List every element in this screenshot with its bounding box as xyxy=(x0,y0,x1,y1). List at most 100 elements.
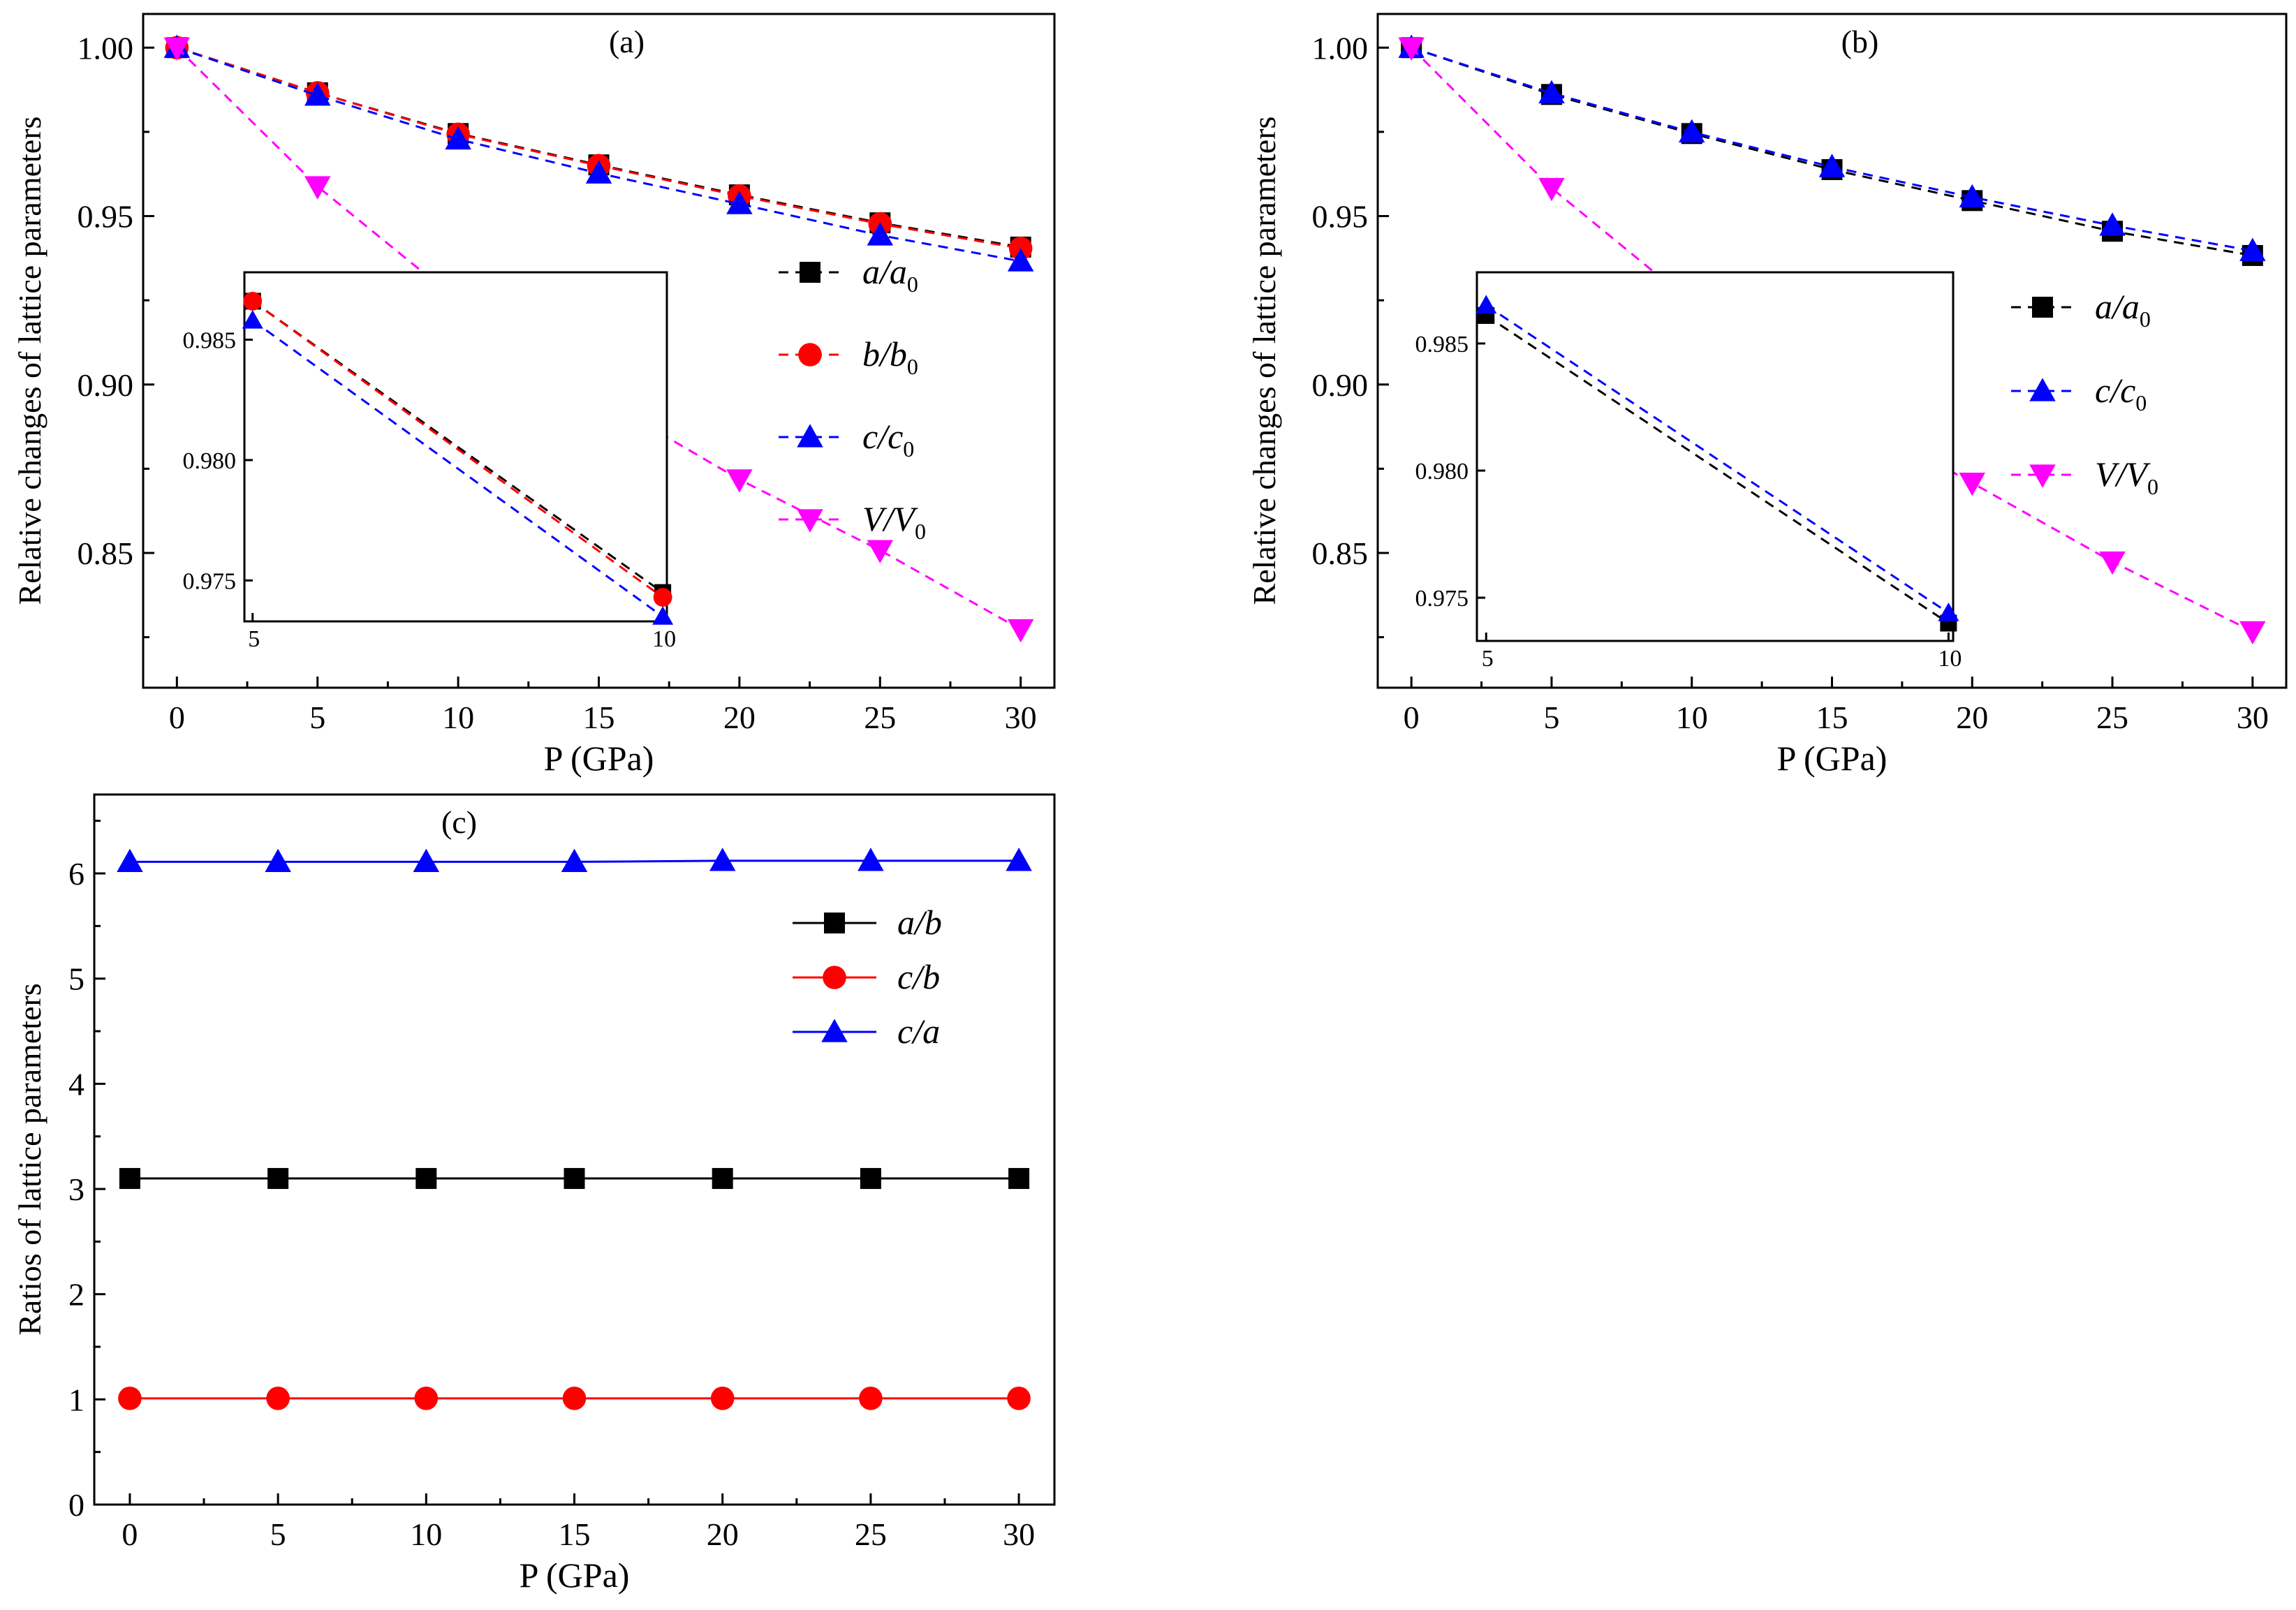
legend-marker xyxy=(798,343,822,367)
legend-marker xyxy=(797,509,823,533)
data-point-c-c0 xyxy=(726,191,753,214)
x-tick-label: 5 xyxy=(1543,700,1559,735)
data-point-V-V0 xyxy=(867,540,894,563)
legend-label: a/a0 xyxy=(862,252,918,297)
inset-series-line-c-c0 xyxy=(251,319,664,618)
data-point-c-b xyxy=(414,1387,439,1410)
y-axis-label: Ratios of lattice parameters xyxy=(12,983,47,1336)
data-point-c-c0 xyxy=(2099,212,2126,236)
x-tick-label: 10 xyxy=(442,700,474,735)
x-tick-label: 0 xyxy=(169,700,185,735)
y-tick-label: 0 xyxy=(68,1487,84,1523)
data-point-c-c0 xyxy=(1007,248,1034,272)
y-tick-label: 5 xyxy=(68,961,84,997)
inset-data-point-c-c0 xyxy=(1938,602,1959,621)
data-point-c-c0 xyxy=(1959,184,1986,208)
data-point-c-c0 xyxy=(1818,154,1846,177)
inset-x-tick-label: 10 xyxy=(1938,646,1962,672)
legend-label-text: c/c xyxy=(2095,371,2135,410)
x-axis-label: P (GPa) xyxy=(1777,739,1887,778)
inset-chart: 5 10 0.975 0.980 0.985 xyxy=(1415,271,1962,672)
y-tick-label: 1.00 xyxy=(1312,30,1369,66)
series-line-a-a0 xyxy=(1411,46,2253,257)
legend: a/a0c/c0V/V0 xyxy=(2011,287,2158,499)
y-tick-label: 0.85 xyxy=(78,536,134,571)
legend-marker xyxy=(2029,464,2056,488)
data-point-c-c0 xyxy=(304,82,331,106)
data-point-a-b xyxy=(860,1167,881,1189)
data-point-c-c0 xyxy=(585,160,612,184)
legend-label-subscript: 0 xyxy=(2140,307,2151,332)
legend-label-subscript: 0 xyxy=(907,354,918,379)
panel-label: (a) xyxy=(609,24,645,59)
data-point-c-b xyxy=(266,1387,290,1410)
legend-label: V/V0 xyxy=(2095,455,2158,499)
inset-y-tick-label: 0.980 xyxy=(183,448,237,474)
data-point-c-b xyxy=(859,1387,883,1410)
y-tick-label: 1.00 xyxy=(78,30,134,66)
legend-marker xyxy=(2032,297,2053,318)
data-point-V-V0 xyxy=(1007,619,1034,643)
legend-label-subscript: 0 xyxy=(907,272,918,297)
data-point-V-V0 xyxy=(726,469,753,493)
data-point-a-b xyxy=(564,1167,585,1189)
legend-marker xyxy=(797,424,823,448)
series-line-a-a0 xyxy=(176,46,1021,249)
x-tick-label: 15 xyxy=(559,1516,591,1552)
x-tick-label: 0 xyxy=(1404,700,1420,735)
legend-marker xyxy=(821,1019,848,1042)
x-tick-label: 0 xyxy=(122,1516,138,1552)
x-axis-label: P (GPa) xyxy=(544,739,654,778)
y-tick-label: 0.90 xyxy=(1312,367,1369,403)
legend-marker xyxy=(824,913,845,933)
legend-label-text: c/a xyxy=(897,1012,940,1051)
inset-data-point-b-b0 xyxy=(243,291,263,311)
data-point-a-b xyxy=(712,1167,733,1189)
legend-label: c/c0 xyxy=(862,417,914,461)
y-axis-label: Relative changes of lattice parameters xyxy=(12,117,47,605)
inset-series-line-a-a0 xyxy=(1485,314,1950,624)
data-point-c-a xyxy=(1006,848,1032,871)
data-point-c-a xyxy=(561,848,588,873)
legend-marker xyxy=(823,966,846,989)
x-tick-label: 30 xyxy=(1003,1516,1035,1552)
inset-data-point-b-b0 xyxy=(653,588,672,607)
inset-y-tick-label: 0.985 xyxy=(183,328,237,354)
y-tick-label: 4 xyxy=(68,1066,84,1102)
legend-label-text: a/a xyxy=(2095,287,2140,326)
data-point-V-V0 xyxy=(1959,473,1986,496)
data-point-V-V0 xyxy=(2239,621,2266,645)
data-point-c-c0 xyxy=(1678,119,1705,142)
data-point-a-b xyxy=(1008,1167,1030,1189)
x-tick-label: 15 xyxy=(583,700,615,735)
y-tick-label: 6 xyxy=(68,856,84,892)
inset-frame xyxy=(243,271,668,623)
legend-label: c/b xyxy=(897,957,940,996)
data-point-c-a xyxy=(413,848,440,873)
legend-label-text: a/b xyxy=(897,903,942,942)
x-tick-label: 20 xyxy=(707,1516,739,1552)
legend-label: a/b xyxy=(897,903,942,942)
inset-x-tick-label: 5 xyxy=(248,626,260,652)
data-point-c-b xyxy=(118,1387,142,1410)
legend-label: V/V0 xyxy=(862,499,926,544)
x-tick-label: 10 xyxy=(1676,700,1708,735)
data-point-a-b xyxy=(267,1167,289,1189)
data-point-c-b xyxy=(562,1387,587,1410)
panel-b-chart: 0 5 10 15 20 25 30 0.85 0.90 0.95 1.00 (b) P (GPa) Re… xyxy=(1246,13,2288,778)
inset-data-point-c-c0 xyxy=(1476,295,1497,314)
data-point-c-b xyxy=(710,1387,735,1410)
inset-y-tick-label: 0.985 xyxy=(1415,332,1469,357)
y-tick-label: 0.95 xyxy=(1312,199,1369,235)
y-tick-label: 0.90 xyxy=(78,367,134,403)
legend-label-subscript: 0 xyxy=(2135,390,2147,415)
legend-label: c/a xyxy=(897,1012,940,1051)
legend-marker xyxy=(2029,378,2056,401)
legend: a/a0b/b0c/c0V/V0 xyxy=(779,252,926,544)
legend-label-text: c/b xyxy=(897,957,940,996)
inset-data-point-c-c0 xyxy=(242,309,263,329)
data-point-c-a xyxy=(265,848,291,873)
x-tick-label: 30 xyxy=(2237,700,2269,735)
series-line-b-b0 xyxy=(176,46,1021,250)
x-tick-label: 25 xyxy=(855,1516,887,1552)
